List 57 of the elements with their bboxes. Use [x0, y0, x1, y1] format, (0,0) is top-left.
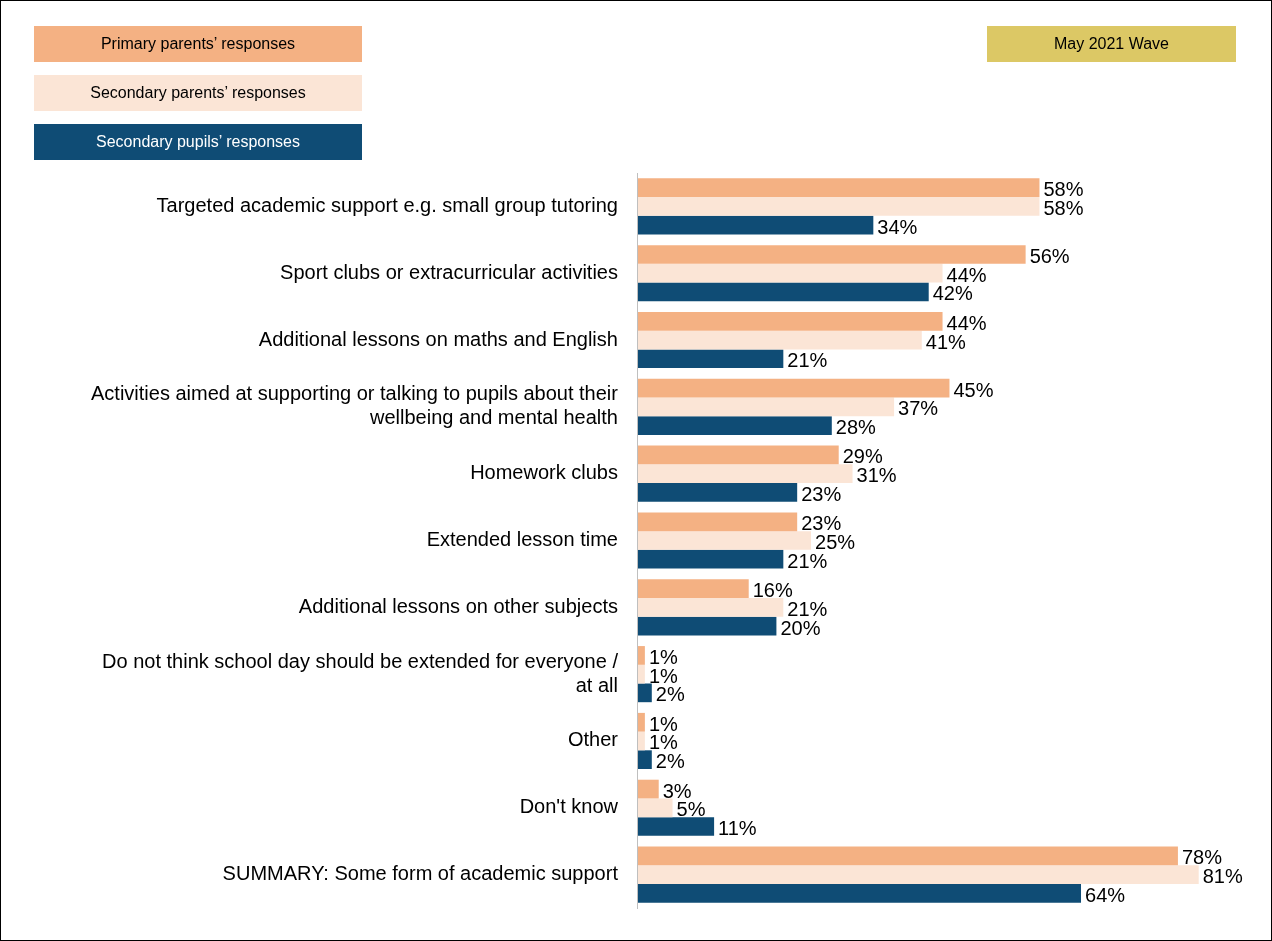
y-tick-label: SUMMARY: Some form of academic support [222, 862, 619, 885]
bar [637, 616, 777, 636]
bar [637, 750, 652, 770]
text: Secondary parents’ responses [34, 75, 362, 111]
data-label: 56% [1029, 245, 1070, 268]
bar [637, 646, 645, 665]
bar [637, 579, 749, 598]
bar [637, 263, 943, 283]
y-tick-label: Activities aimed at supporting or talking to pupils about their wellbeing and mental health [91, 382, 619, 429]
data-label: 64% [1085, 883, 1126, 906]
data-label: 28% [835, 416, 877, 439]
bar [637, 215, 874, 235]
data-label: 11% [718, 817, 757, 839]
text: Secondary pupils’ responses [34, 124, 362, 160]
bar [637, 865, 1199, 884]
bar [637, 664, 645, 684]
bar [637, 731, 645, 751]
y-tick-label: Other [567, 728, 619, 751]
bar [637, 445, 839, 465]
text: Primary parents’ responses [34, 26, 362, 62]
bar [637, 349, 784, 369]
bar [637, 512, 798, 532]
bar [637, 549, 784, 569]
bar [637, 817, 715, 836]
bar [637, 883, 1082, 903]
bar [637, 597, 784, 617]
text: May 2021 Wave [987, 26, 1236, 62]
y-tick-label: Additional lessons on other subjects [298, 594, 618, 617]
bar [637, 378, 950, 398]
bar [637, 178, 1040, 198]
y-tick-label: Sport clubs or extracurricular activities [280, 260, 618, 283]
bar [637, 311, 943, 331]
y-tick-label: Targeted academic support e.g. small group tutoring [156, 193, 618, 216]
bar [637, 683, 652, 703]
bar [637, 483, 798, 502]
bar [637, 464, 853, 484]
bar [637, 416, 832, 435]
y-tick-label: Don't know [519, 795, 619, 818]
data-label: 37% [898, 397, 939, 420]
bar [637, 531, 812, 550]
data-label: 21% [787, 349, 828, 372]
bar [637, 245, 1026, 264]
y-tick-label: Extended lesson time [426, 528, 618, 551]
bar [637, 846, 1178, 866]
bar [637, 779, 659, 799]
bar [637, 330, 922, 350]
data-label: 23% [801, 482, 842, 505]
bar [637, 197, 1040, 216]
data-label: 34% [877, 215, 918, 238]
bar [637, 282, 929, 302]
y-tick-label: Do not think school day should be extended for everyone / at all [102, 649, 619, 696]
y-tick-label: Homework clubs [470, 461, 618, 484]
data-label: 45% [953, 378, 994, 401]
bar [637, 397, 895, 417]
bar [637, 798, 673, 818]
bar [637, 712, 645, 732]
y-tick-label: Additional lessons on maths and English [258, 327, 618, 350]
